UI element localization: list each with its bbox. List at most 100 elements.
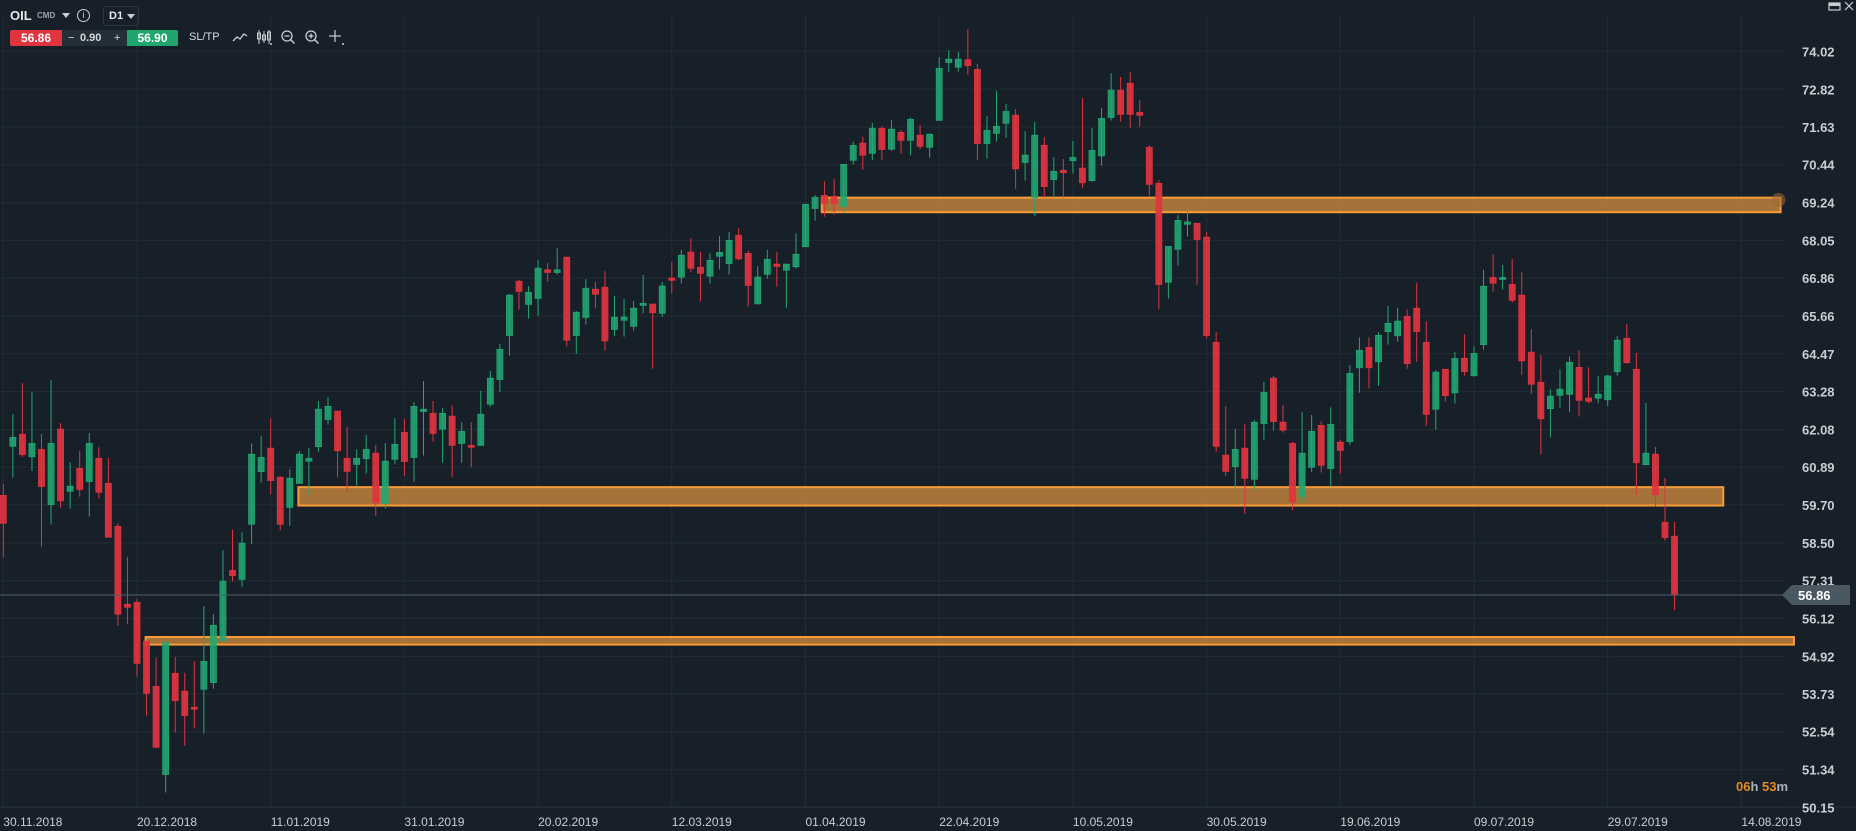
candle-body [353, 457, 361, 465]
buy-button[interactable]: 56.90 [127, 30, 178, 46]
current-price-tag: 56.86 [1782, 585, 1850, 605]
sell-button[interactable]: 56.86 [10, 30, 62, 46]
candlestick-icon[interactable] [256, 29, 272, 45]
candle-body [1317, 424, 1325, 466]
candle-body [85, 443, 93, 482]
candle-bearish [334, 410, 341, 478]
candle-bullish [1499, 265, 1507, 290]
candle-body [1527, 351, 1535, 385]
candle-bearish [1336, 439, 1344, 474]
candle-bullish [85, 432, 93, 517]
crosshair-icon[interactable] [328, 29, 344, 45]
candle-bearish [1203, 231, 1210, 339]
decrease-button[interactable]: − [68, 32, 75, 44]
candle-body [697, 266, 704, 274]
candle-body [735, 234, 743, 260]
sltp-button[interactable]: SL/TP [189, 31, 220, 43]
candle-bearish [964, 29, 972, 76]
candle-body [1050, 170, 1058, 180]
zone-resize-handle[interactable] [1771, 192, 1786, 207]
candle-bearish [1537, 355, 1545, 455]
support-zone-lower[interactable] [144, 635, 1795, 646]
candle-bullish [983, 115, 991, 159]
increase-button[interactable]: + [114, 32, 121, 44]
candle-body [677, 254, 685, 278]
close-icon[interactable] [1842, 0, 1856, 12]
candle-bearish [687, 237, 695, 273]
zoom-in-icon[interactable] [304, 29, 320, 45]
candle-body [1508, 284, 1516, 301]
candle-bullish [391, 418, 399, 465]
candle-bearish [1671, 522, 1678, 611]
info-icon[interactable]: i [77, 9, 90, 22]
x-tick-label: 30.11.2018 [3, 815, 62, 829]
candle-body [362, 449, 370, 460]
candle-body [1059, 170, 1067, 174]
candle-bullish [9, 413, 17, 478]
candle-body [429, 412, 437, 434]
candle-bullish [1451, 352, 1459, 404]
candle-bearish [1652, 446, 1659, 507]
candle-bullish [420, 381, 427, 456]
candle-body [592, 288, 599, 295]
candle-bearish [1422, 321, 1430, 426]
candle-bullish [66, 462, 74, 509]
countdown-minutes-unit: m [1776, 779, 1789, 794]
candle-body [773, 263, 781, 267]
timeframe-select[interactable]: D1 [103, 6, 139, 26]
chevron-down-icon[interactable] [62, 13, 70, 18]
candle-bearish [1270, 375, 1277, 431]
candle-body [1145, 146, 1153, 185]
candle-body [544, 269, 552, 273]
time-axis[interactable]: 30.11.2018 20.12.2018 11.01.2019 31.01.2019… [3, 815, 1801, 829]
current-price-label: 56.86 [1798, 588, 1831, 603]
candle-body [1279, 421, 1287, 431]
candle-body [1451, 358, 1459, 394]
y-tick-label: 50.15 [1802, 800, 1835, 815]
line-chart-icon[interactable] [232, 29, 248, 45]
candle-bearish [143, 640, 150, 716]
candle-bullish [1050, 157, 1058, 198]
zoom-out-icon[interactable] [280, 29, 296, 45]
candle-bearish [1413, 282, 1421, 362]
candle-body [133, 602, 141, 664]
candle-bearish [1623, 324, 1631, 364]
candle-bearish [152, 657, 160, 749]
volume-stepper[interactable]: − 0.90 + [62, 30, 127, 46]
symbol-label[interactable]: OIL [10, 8, 32, 23]
candle-bullish [849, 141, 857, 165]
support-zone-upper[interactable] [297, 486, 1725, 507]
candle-body [391, 443, 399, 460]
candle-bearish [1661, 477, 1669, 541]
candle-body [945, 58, 953, 63]
candle-body [1671, 535, 1678, 596]
candle-body [496, 348, 504, 380]
candle-body [1117, 89, 1125, 115]
y-tick-label: 62.08 [1802, 423, 1835, 438]
candles [0, 29, 1678, 793]
candle-body [410, 405, 418, 458]
volume-value[interactable]: 0.90 [80, 32, 102, 44]
candle-body [783, 263, 790, 271]
y-tick-label: 71.63 [1802, 120, 1835, 135]
candle-bearish [372, 445, 380, 516]
candle-bullish [868, 122, 876, 161]
candle-bearish [1059, 158, 1067, 198]
candle-body [1107, 89, 1115, 118]
candle-bearish [1365, 337, 1373, 389]
candle-body [563, 256, 571, 341]
candle-bullish [1002, 103, 1010, 138]
candle-body [162, 642, 170, 775]
minimize-icon[interactable] [1828, 0, 1842, 12]
candle-body [295, 453, 303, 484]
candle-body [1537, 381, 1545, 420]
candle-body [706, 259, 714, 277]
candle-bullish [1250, 420, 1258, 490]
candle-bearish [1461, 334, 1468, 376]
resistance-zone[interactable] [820, 196, 1782, 214]
candle-body [1165, 246, 1172, 283]
candle-body [1422, 342, 1430, 415]
candle-body [257, 456, 265, 473]
price-axis[interactable]: 74.02 72.82 71.63 70.44 69.24 68.05 66.86 65.66… [1802, 44, 1835, 815]
